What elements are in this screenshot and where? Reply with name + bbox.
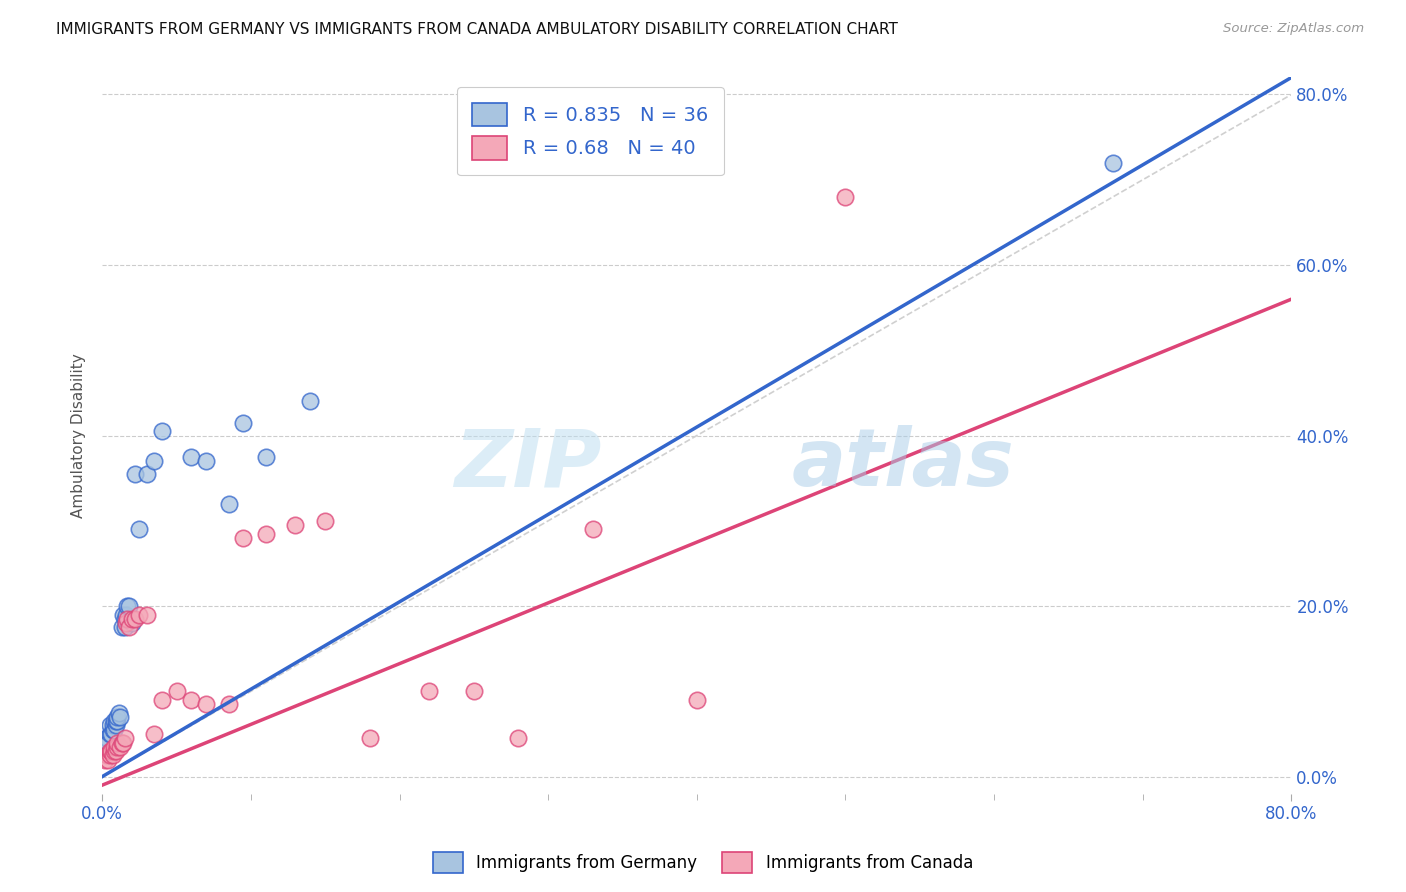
Point <box>195 454 218 468</box>
Text: Source: ZipAtlas.com: Source: ZipAtlas.com <box>1223 22 1364 36</box>
Point <box>104 718 127 732</box>
Point <box>117 612 139 626</box>
Point <box>418 684 440 698</box>
Y-axis label: Ambulatory Disability: Ambulatory Disability <box>72 353 86 518</box>
Point <box>124 612 146 626</box>
Point <box>111 735 134 749</box>
Point <box>105 739 128 754</box>
Point <box>143 454 166 468</box>
Legend: Immigrants from Germany, Immigrants from Canada: Immigrants from Germany, Immigrants from… <box>426 846 980 880</box>
Point <box>180 450 202 464</box>
Point <box>232 531 254 545</box>
Point <box>121 612 143 626</box>
Point <box>686 693 709 707</box>
Point <box>1102 155 1125 169</box>
Point <box>508 731 530 746</box>
Point <box>150 693 173 707</box>
Point <box>117 599 139 613</box>
Point <box>121 616 143 631</box>
Point <box>218 497 240 511</box>
Point <box>166 684 188 698</box>
Point <box>103 744 125 758</box>
Point <box>114 612 136 626</box>
Point <box>299 394 322 409</box>
Point <box>254 450 277 464</box>
Point <box>115 616 138 631</box>
Point <box>114 620 136 634</box>
Point <box>107 706 129 720</box>
Point <box>101 748 124 763</box>
Text: atlas: atlas <box>792 425 1015 503</box>
Point <box>115 607 138 622</box>
Point <box>150 425 173 439</box>
Point <box>314 514 336 528</box>
Point <box>128 522 150 536</box>
Point <box>135 467 157 481</box>
Point <box>96 748 118 763</box>
Point <box>463 684 485 698</box>
Point <box>96 731 118 746</box>
Point <box>104 714 127 729</box>
Point <box>110 620 132 634</box>
Text: IMMIGRANTS FROM GERMANY VS IMMIGRANTS FROM CANADA AMBULATORY DISABILITY CORRELAT: IMMIGRANTS FROM GERMANY VS IMMIGRANTS FR… <box>56 22 898 37</box>
Point <box>105 714 128 729</box>
Point <box>359 731 381 746</box>
Point <box>111 607 134 622</box>
Point <box>110 735 132 749</box>
Point <box>254 526 277 541</box>
Point <box>94 753 117 767</box>
Point <box>98 748 121 763</box>
Point <box>180 693 202 707</box>
Point <box>108 710 131 724</box>
Point <box>114 731 136 746</box>
Point <box>284 518 307 533</box>
Point <box>105 710 128 724</box>
Point <box>195 697 218 711</box>
Point <box>103 723 125 737</box>
Point <box>218 697 240 711</box>
Point <box>97 735 120 749</box>
Point <box>118 620 141 634</box>
Point <box>103 714 125 729</box>
Point <box>232 416 254 430</box>
Text: ZIP: ZIP <box>454 425 602 503</box>
Point <box>94 735 117 749</box>
Point <box>143 727 166 741</box>
Legend: R = 0.835   N = 36, R = 0.68   N = 40: R = 0.835 N = 36, R = 0.68 N = 40 <box>457 87 724 176</box>
Point <box>98 718 121 732</box>
Point <box>100 727 122 741</box>
Point <box>98 727 121 741</box>
Point <box>834 190 856 204</box>
Point <box>128 607 150 622</box>
Point <box>97 753 120 767</box>
Point <box>104 744 127 758</box>
Point <box>103 739 125 754</box>
Point <box>98 744 121 758</box>
Point <box>124 467 146 481</box>
Point <box>118 599 141 613</box>
Point <box>105 735 128 749</box>
Point <box>135 607 157 622</box>
Point <box>101 723 124 737</box>
Point <box>101 718 124 732</box>
Point <box>100 744 122 758</box>
Point <box>582 522 605 536</box>
Point <box>108 739 131 754</box>
